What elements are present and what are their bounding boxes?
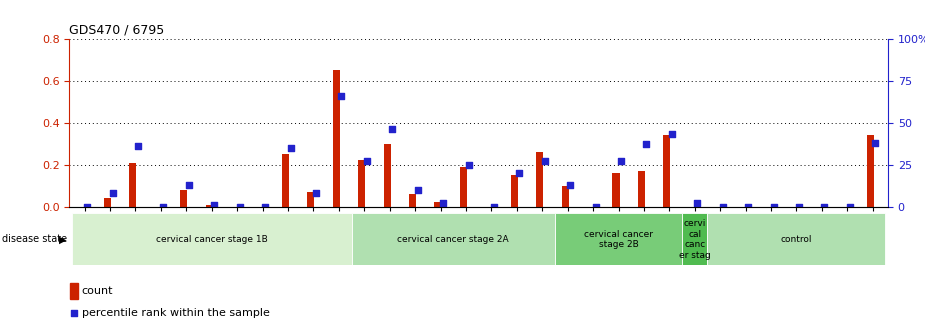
- Bar: [511, 175, 518, 207]
- Point: [67, 310, 81, 316]
- Point: [283, 145, 298, 151]
- Text: control: control: [781, 235, 812, 244]
- Point: [105, 191, 120, 196]
- Bar: [104, 198, 111, 207]
- Bar: [682, 213, 708, 265]
- Point: [207, 202, 222, 208]
- Bar: [663, 135, 671, 207]
- Text: disease state: disease state: [2, 235, 67, 244]
- Bar: [205, 205, 213, 207]
- Point: [639, 142, 654, 147]
- Point: [537, 159, 552, 164]
- Text: ▶: ▶: [59, 235, 67, 244]
- Bar: [333, 70, 339, 207]
- Bar: [180, 190, 188, 207]
- Point: [309, 191, 324, 196]
- Bar: [867, 135, 874, 207]
- Point: [411, 187, 426, 193]
- Bar: [561, 185, 569, 207]
- Bar: [638, 171, 645, 207]
- Bar: [708, 213, 885, 265]
- Point: [817, 204, 832, 209]
- Bar: [352, 213, 555, 265]
- Bar: [358, 161, 365, 207]
- Bar: [435, 202, 441, 207]
- Point: [843, 204, 857, 209]
- Point: [664, 132, 679, 137]
- Bar: [536, 152, 543, 207]
- Point: [792, 204, 807, 209]
- Text: cervi
cal
canc
er stag: cervi cal canc er stag: [679, 219, 710, 259]
- Point: [232, 204, 247, 209]
- Point: [436, 201, 450, 206]
- Point: [766, 204, 781, 209]
- Bar: [384, 144, 390, 207]
- Point: [156, 204, 171, 209]
- Text: GDS470 / 6795: GDS470 / 6795: [69, 23, 165, 36]
- Bar: [307, 192, 315, 207]
- Point: [715, 204, 730, 209]
- Bar: [70, 283, 78, 298]
- Bar: [282, 154, 289, 207]
- Text: cervical cancer stage 2A: cervical cancer stage 2A: [398, 235, 509, 244]
- Point: [741, 204, 756, 209]
- Point: [181, 182, 196, 187]
- Bar: [460, 167, 467, 207]
- Bar: [555, 213, 682, 265]
- Point: [868, 140, 882, 145]
- Bar: [612, 173, 620, 207]
- Point: [258, 204, 273, 209]
- Point: [690, 201, 705, 206]
- Point: [385, 127, 400, 132]
- Point: [588, 204, 603, 209]
- Text: count: count: [81, 286, 114, 296]
- Bar: [130, 163, 137, 207]
- Point: [130, 143, 145, 149]
- Point: [512, 170, 526, 176]
- Text: percentile rank within the sample: percentile rank within the sample: [81, 308, 270, 318]
- Point: [360, 159, 375, 164]
- Point: [80, 204, 94, 209]
- Point: [562, 182, 577, 187]
- Text: cervical cancer
stage 2B: cervical cancer stage 2B: [584, 230, 653, 249]
- Point: [613, 159, 628, 164]
- Bar: [409, 194, 416, 207]
- Point: [487, 204, 501, 209]
- Text: cervical cancer stage 1B: cervical cancer stage 1B: [156, 235, 267, 244]
- Bar: [72, 213, 352, 265]
- Point: [334, 93, 349, 98]
- Point: [462, 162, 476, 167]
